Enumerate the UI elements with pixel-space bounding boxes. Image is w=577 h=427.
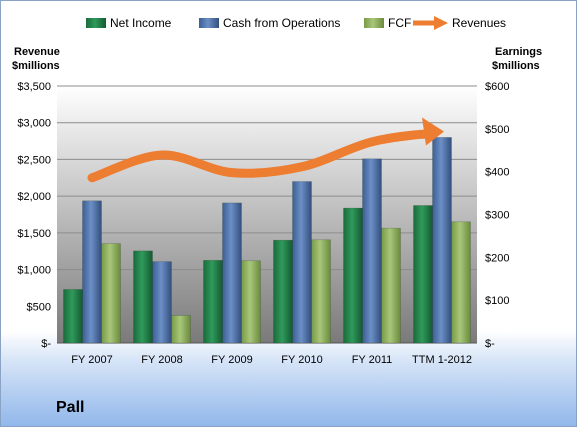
right-tick-label: $100 <box>485 295 509 307</box>
left-tick-label: $- <box>41 338 51 350</box>
x-axis: FY 2007 FY 2008 FY 2009 FY 2010 FY 2011 TTM 1… <box>71 354 472 366</box>
bar-net-income <box>63 289 83 344</box>
legend-swatch-net-income <box>86 18 106 28</box>
right-tick-label: $- <box>485 338 495 350</box>
bar-net-income <box>203 260 223 344</box>
bar-cash-from-operations <box>152 261 172 344</box>
bar-cash-from-operations <box>362 158 382 344</box>
x-tick-label: FY 2007 <box>71 354 112 366</box>
right-axis-title-2: $millions <box>492 60 540 72</box>
right-tick-label: $200 <box>485 252 509 264</box>
right-axis-title-1: Earnings <box>495 46 542 58</box>
left-tick-label: $3,000 <box>17 118 51 130</box>
left-axis-title-2: $millions <box>12 60 60 72</box>
bar-net-income <box>133 250 153 344</box>
left-axis: $- $500 $1,000 $1,500 $2,000 $2,500 $3,000 $3,5… <box>17 81 51 350</box>
legend-label-net-income: Net Income <box>110 16 172 30</box>
left-tick-label: $2,000 <box>17 191 51 203</box>
bar-net-income <box>413 205 433 344</box>
revenues-arrow-head <box>422 117 444 146</box>
bar-net-income <box>273 239 293 344</box>
left-axis-title-1: Revenue <box>14 46 60 58</box>
legend-swatch-cash <box>199 18 219 28</box>
plot-area <box>57 86 477 343</box>
bar-fcf <box>101 243 121 344</box>
right-tick-label: $400 <box>485 167 509 179</box>
bar-net-income <box>343 207 363 344</box>
bar-fcf <box>381 227 401 344</box>
bar-fcf <box>311 239 331 344</box>
right-tick-label: $500 <box>485 124 509 136</box>
bars <box>63 137 471 344</box>
legend-label-fcf: FCF <box>388 16 411 30</box>
x-tick-label: FY 2009 <box>211 354 252 366</box>
legend-label-revenues: Revenues <box>452 16 506 30</box>
bar-fcf <box>241 260 261 344</box>
x-tick-label: TTM 1-2012 <box>412 354 472 366</box>
right-axis: $- $100 $200 $300 $400 $500 $600 <box>485 81 509 350</box>
revenues-line <box>87 117 444 183</box>
x-tick-label: FY 2011 <box>352 354 393 366</box>
left-tick-label: $1,500 <box>17 228 51 240</box>
left-tick-label: $2,500 <box>17 154 51 166</box>
bar-cash-from-operations <box>82 200 102 344</box>
left-tick-label: $1,000 <box>17 265 51 277</box>
bar-cash-from-operations <box>222 202 242 344</box>
legend-arrow-head <box>434 16 448 30</box>
x-tick-label: FY 2008 <box>141 354 182 366</box>
company-name: Pall <box>56 399 84 416</box>
legend: Net Income Cash from Operations FCF Reve… <box>86 16 506 30</box>
bar-fcf <box>451 221 471 344</box>
bar-fcf <box>171 315 191 344</box>
legend-label-cash: Cash from Operations <box>223 16 340 30</box>
x-tick-label: FY 2010 <box>281 354 322 366</box>
legend-swatch-fcf <box>364 18 384 28</box>
bar-cash-from-operations <box>432 137 452 344</box>
right-tick-label: $300 <box>485 210 509 222</box>
left-tick-label: $500 <box>27 301 51 313</box>
left-tick-label: $3,500 <box>17 81 51 93</box>
right-tick-label: $600 <box>485 81 509 93</box>
bar-cash-from-operations <box>292 181 312 344</box>
